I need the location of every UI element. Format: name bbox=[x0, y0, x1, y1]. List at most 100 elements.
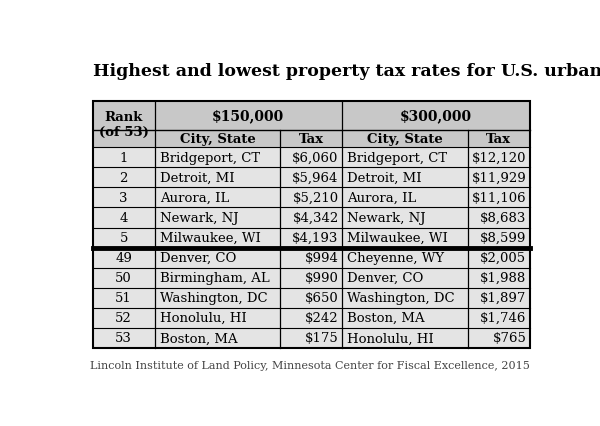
Bar bbox=[468, 328, 530, 348]
Bar bbox=[280, 208, 342, 228]
Text: Aurora, IL: Aurora, IL bbox=[347, 191, 417, 204]
Text: Denver, CO: Denver, CO bbox=[160, 251, 236, 265]
Text: $300,000: $300,000 bbox=[400, 109, 472, 123]
Text: Tax: Tax bbox=[487, 132, 511, 146]
Text: Newark, NJ: Newark, NJ bbox=[160, 211, 238, 225]
Bar bbox=[155, 288, 280, 308]
Text: $650: $650 bbox=[305, 291, 338, 305]
Bar bbox=[92, 188, 155, 208]
Text: Washington, DC: Washington, DC bbox=[347, 291, 455, 305]
Bar bbox=[342, 328, 468, 348]
Text: 3: 3 bbox=[119, 191, 128, 204]
Bar bbox=[342, 268, 468, 288]
Bar bbox=[342, 228, 468, 248]
Bar bbox=[468, 148, 530, 168]
Text: $150,000: $150,000 bbox=[212, 109, 284, 123]
Bar bbox=[342, 248, 468, 268]
Text: 1: 1 bbox=[119, 152, 128, 164]
Bar bbox=[468, 248, 530, 268]
Text: 5: 5 bbox=[119, 231, 128, 245]
Text: Bridgeport, CT: Bridgeport, CT bbox=[160, 152, 260, 164]
Text: Birmingham, AL: Birmingham, AL bbox=[160, 271, 269, 285]
Text: $765: $765 bbox=[493, 331, 526, 345]
Bar bbox=[280, 228, 342, 248]
Bar bbox=[155, 308, 280, 328]
Bar bbox=[92, 102, 530, 348]
Text: Washington, DC: Washington, DC bbox=[160, 291, 268, 305]
Bar bbox=[468, 130, 530, 148]
Bar bbox=[155, 208, 280, 228]
Bar bbox=[155, 228, 280, 248]
Bar bbox=[92, 228, 155, 248]
Text: $5,210: $5,210 bbox=[293, 191, 338, 204]
Text: Highest and lowest property tax rates for U.S. urban cities: Highest and lowest property tax rates fo… bbox=[92, 63, 600, 80]
Text: 2: 2 bbox=[119, 172, 128, 184]
Text: City, State: City, State bbox=[367, 132, 443, 146]
Bar bbox=[280, 188, 342, 208]
Bar bbox=[342, 288, 468, 308]
Bar bbox=[155, 268, 280, 288]
Text: $5,964: $5,964 bbox=[292, 172, 338, 184]
Bar bbox=[468, 168, 530, 188]
Text: Milwaukee, WI: Milwaukee, WI bbox=[160, 231, 260, 245]
Text: $1,897: $1,897 bbox=[480, 291, 526, 305]
Text: $4,193: $4,193 bbox=[292, 231, 338, 245]
Bar bbox=[342, 102, 530, 130]
Bar bbox=[468, 308, 530, 328]
Bar bbox=[342, 208, 468, 228]
Text: Honolulu, HI: Honolulu, HI bbox=[160, 311, 247, 325]
Bar bbox=[92, 308, 155, 328]
Bar bbox=[468, 188, 530, 208]
Text: Boston, MA: Boston, MA bbox=[347, 311, 425, 325]
Text: 52: 52 bbox=[115, 311, 132, 325]
Bar bbox=[468, 288, 530, 308]
Bar bbox=[342, 188, 468, 208]
Text: $1,988: $1,988 bbox=[480, 271, 526, 285]
Text: Newark, NJ: Newark, NJ bbox=[347, 211, 426, 225]
Text: $1,746: $1,746 bbox=[480, 311, 526, 325]
Bar bbox=[92, 148, 155, 168]
Bar bbox=[92, 102, 155, 148]
Text: $175: $175 bbox=[305, 331, 338, 345]
Text: City, State: City, State bbox=[179, 132, 255, 146]
Text: Bridgeport, CT: Bridgeport, CT bbox=[347, 152, 448, 164]
Bar bbox=[155, 248, 280, 268]
Text: 49: 49 bbox=[115, 251, 132, 265]
Text: $11,929: $11,929 bbox=[472, 172, 526, 184]
Text: Rank
(of 53): Rank (of 53) bbox=[98, 111, 149, 139]
Bar bbox=[92, 208, 155, 228]
Text: $4,342: $4,342 bbox=[292, 211, 338, 225]
Bar bbox=[280, 328, 342, 348]
Text: Aurora, IL: Aurora, IL bbox=[160, 191, 229, 204]
Bar bbox=[92, 168, 155, 188]
Bar bbox=[92, 268, 155, 288]
Bar bbox=[155, 130, 280, 148]
Bar bbox=[155, 328, 280, 348]
Bar bbox=[92, 288, 155, 308]
Bar bbox=[468, 228, 530, 248]
Text: Denver, CO: Denver, CO bbox=[347, 271, 424, 285]
Bar bbox=[468, 208, 530, 228]
Text: Tax: Tax bbox=[299, 132, 324, 146]
Text: $8,683: $8,683 bbox=[480, 211, 526, 225]
Bar bbox=[342, 148, 468, 168]
Text: $12,120: $12,120 bbox=[472, 152, 526, 164]
Text: $8,599: $8,599 bbox=[480, 231, 526, 245]
Text: Detroit, MI: Detroit, MI bbox=[160, 172, 235, 184]
Text: $11,106: $11,106 bbox=[472, 191, 526, 204]
Text: Cheyenne, WY: Cheyenne, WY bbox=[347, 251, 445, 265]
Text: 51: 51 bbox=[115, 291, 132, 305]
Bar bbox=[280, 130, 342, 148]
Text: Boston, MA: Boston, MA bbox=[160, 331, 238, 345]
Text: $6,060: $6,060 bbox=[292, 152, 338, 164]
Bar bbox=[92, 328, 155, 348]
Bar bbox=[280, 268, 342, 288]
Bar bbox=[155, 102, 342, 130]
Text: Lincoln Institute of Land Policy, Minnesota Center for Fiscal Excellence, 2015: Lincoln Institute of Land Policy, Minnes… bbox=[90, 360, 530, 370]
Bar bbox=[280, 288, 342, 308]
Bar bbox=[155, 148, 280, 168]
Bar bbox=[280, 148, 342, 168]
Bar bbox=[468, 268, 530, 288]
Text: 4: 4 bbox=[119, 211, 128, 225]
Text: Detroit, MI: Detroit, MI bbox=[347, 172, 422, 184]
